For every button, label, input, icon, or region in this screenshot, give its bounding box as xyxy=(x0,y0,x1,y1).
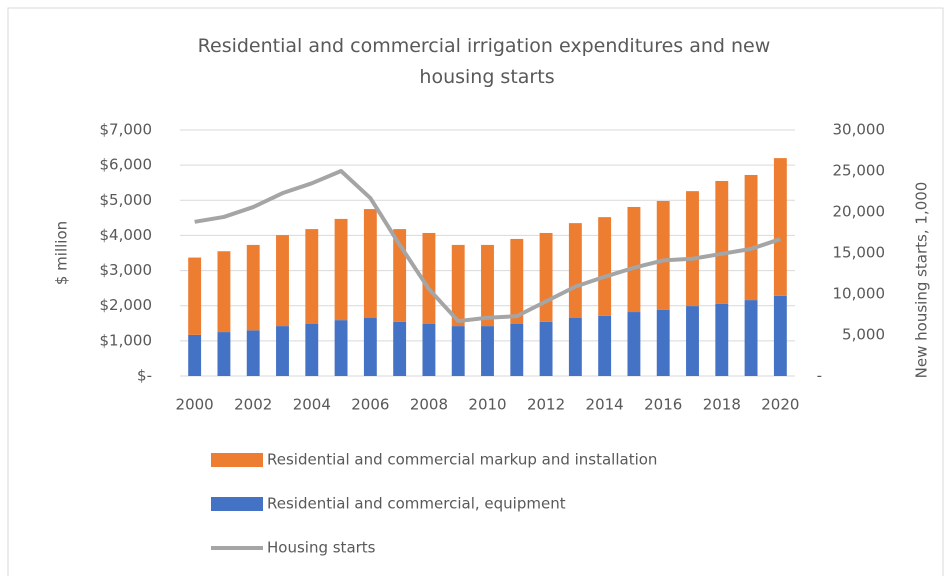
bar-segment xyxy=(422,323,436,376)
bar-segment xyxy=(539,321,553,376)
bar-segment xyxy=(598,315,612,376)
y2-tick-label: 15,000 xyxy=(833,244,886,262)
bar-segment xyxy=(481,244,494,327)
x-tick-label: 2016 xyxy=(644,396,682,414)
bar-segment xyxy=(334,320,348,376)
x-tick-label: 2006 xyxy=(351,396,389,414)
bar-segment xyxy=(393,321,407,376)
y2-axis-title: New housing starts, 1,000 xyxy=(913,182,931,379)
x-tick-label: 2018 xyxy=(703,396,741,414)
bar-segment xyxy=(217,332,231,376)
bar-segment xyxy=(539,232,553,322)
y-tick-label: $7,000 xyxy=(100,121,153,139)
y2-tick-label: - xyxy=(817,367,822,385)
bar-segment xyxy=(481,326,494,376)
x-tick-label: 2008 xyxy=(410,396,448,414)
bar-segment xyxy=(568,318,582,376)
x-tick-label: 2010 xyxy=(468,396,506,414)
bar-segment xyxy=(246,244,260,331)
y-tick-label: $5,000 xyxy=(100,191,153,209)
bar-segment xyxy=(422,232,436,324)
y-axis-title: $ million xyxy=(53,221,71,285)
bar-segment xyxy=(686,191,699,307)
bar-segment xyxy=(188,257,202,335)
y-tick-label: $3,000 xyxy=(100,261,153,279)
bar-segment xyxy=(686,306,699,376)
x-tick-label: 2002 xyxy=(234,396,272,414)
bar-segment xyxy=(715,303,729,376)
bar-segment xyxy=(744,174,758,301)
y-tick-label: $2,000 xyxy=(100,296,153,314)
bar-segment xyxy=(451,326,465,376)
bar-segment xyxy=(773,158,787,296)
bar-segment xyxy=(773,295,787,376)
y-tick-label: $- xyxy=(137,367,152,385)
bar-segment xyxy=(246,330,260,376)
bar-segment xyxy=(744,300,758,376)
legend-label: Residential and commercial, equipment xyxy=(267,495,566,513)
line-series xyxy=(194,169,781,324)
x-tick-label: 2000 xyxy=(176,396,214,414)
y2-tick-label: 30,000 xyxy=(833,121,886,139)
legend-swatch xyxy=(211,497,263,511)
bar-segment xyxy=(276,235,289,327)
y-tick-label: $4,000 xyxy=(100,226,153,244)
bar-segment xyxy=(627,206,641,313)
x-tick-label: 2020 xyxy=(761,396,799,414)
bar-segment xyxy=(627,312,641,376)
legend-label: Residential and commercial markup and in… xyxy=(267,451,657,469)
bar-segment xyxy=(217,251,231,333)
bar-segment xyxy=(598,217,612,316)
chart-title: Residential and commercial irrigation ex… xyxy=(198,35,777,88)
bar-segment xyxy=(334,218,348,321)
y2-tick-label: 5,000 xyxy=(842,326,885,344)
legend-label: Housing starts xyxy=(267,539,376,557)
y2-tick-label: 20,000 xyxy=(833,203,886,221)
bar-segment xyxy=(568,223,582,319)
bar-segment xyxy=(276,326,289,376)
bar-segment xyxy=(363,209,377,319)
x-tick-label: 2004 xyxy=(293,396,331,414)
bar-segment xyxy=(656,309,670,376)
bar-segment xyxy=(188,334,202,376)
bar-segment xyxy=(715,180,729,304)
x-tick-label: 2012 xyxy=(527,396,565,414)
y-tick-label: $1,000 xyxy=(100,331,153,349)
y2-tick-label: 10,000 xyxy=(833,285,886,303)
bar-segment xyxy=(510,238,524,324)
chart-title-line: Residential and commercial irrigation ex… xyxy=(198,35,771,57)
bar-segment xyxy=(510,323,524,376)
x-tick-label: 2014 xyxy=(586,396,624,414)
bar-segment xyxy=(451,244,465,327)
legend-swatch xyxy=(211,453,263,467)
chart-title-line: housing starts xyxy=(419,66,554,88)
bar-segment xyxy=(363,318,377,376)
bar-segment xyxy=(656,200,670,310)
bar-segment xyxy=(305,323,319,376)
chart-frame xyxy=(7,7,944,576)
y-tick-label: $6,000 xyxy=(100,156,153,174)
y2-tick-label: 25,000 xyxy=(833,162,886,180)
bar-segment xyxy=(305,229,319,324)
